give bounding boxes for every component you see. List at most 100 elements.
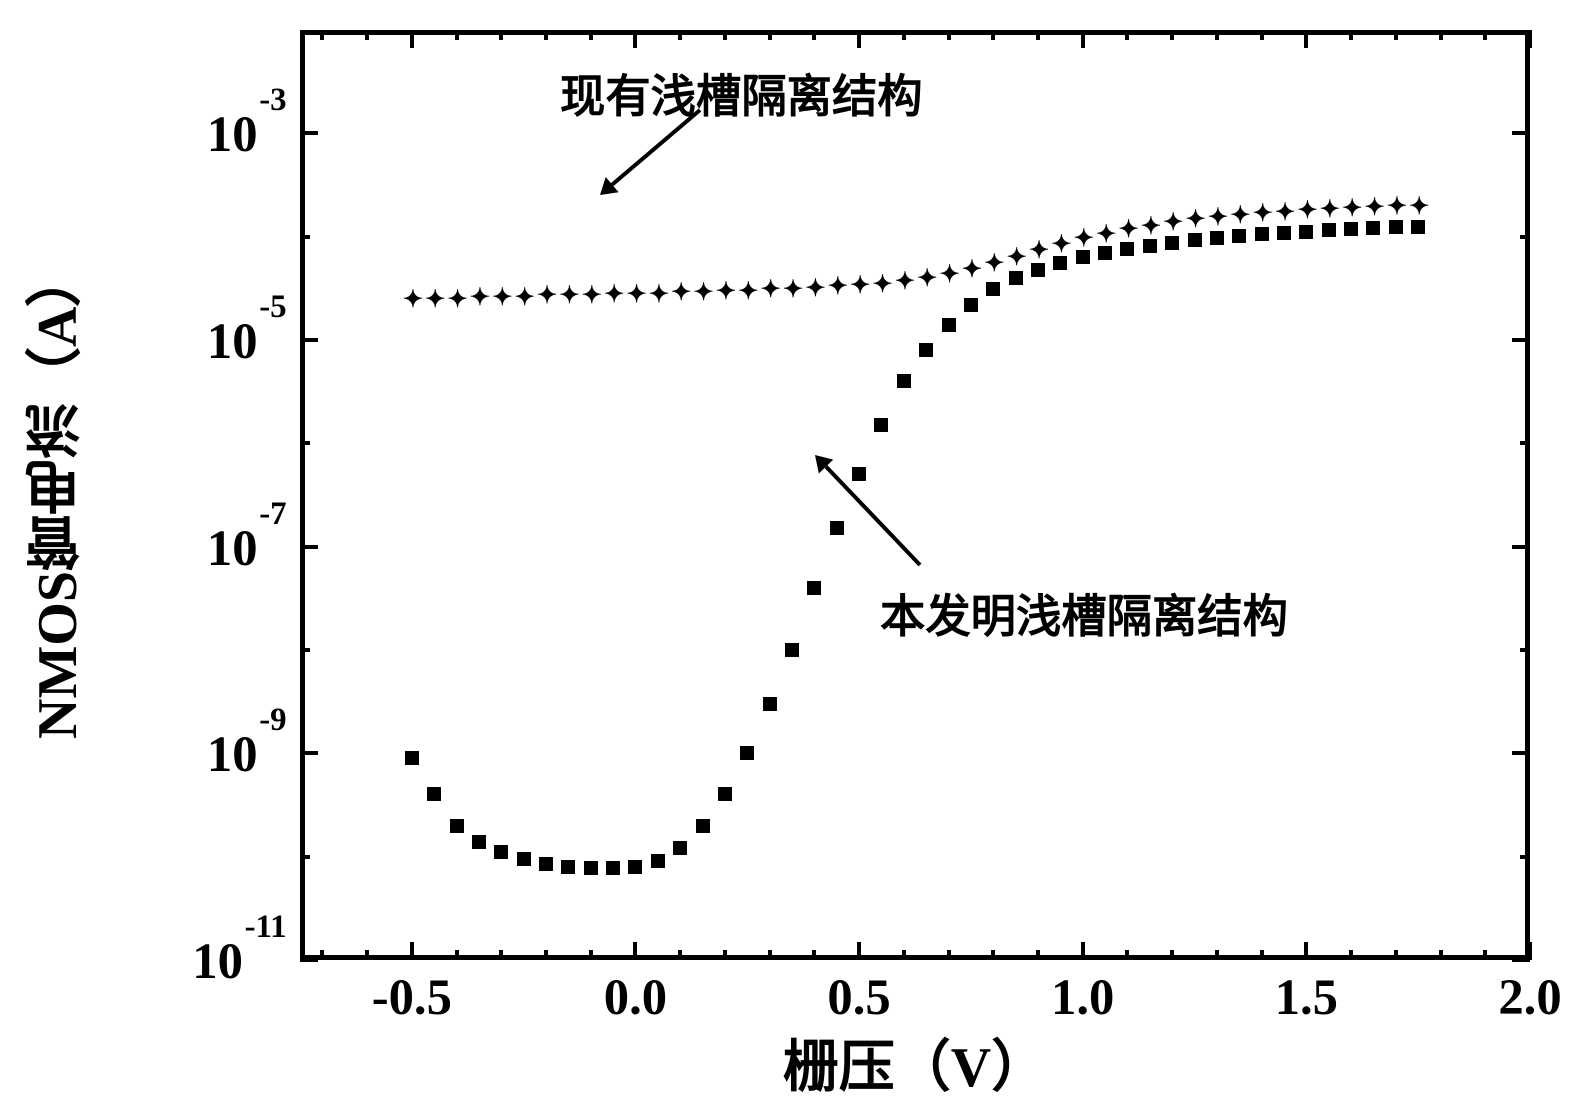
data-point-invention xyxy=(897,374,911,388)
data-point-invention xyxy=(405,751,419,765)
data-point-invention xyxy=(1411,220,1425,234)
data-point-existing: ✦ xyxy=(828,275,846,293)
y-tick-minor xyxy=(1520,648,1530,652)
data-point-invention xyxy=(1188,233,1202,247)
y-tick-minor xyxy=(300,235,310,239)
x-tick xyxy=(455,950,459,960)
data-point-invention xyxy=(450,819,464,833)
data-point-existing: ✦ xyxy=(1320,198,1338,216)
x-tick xyxy=(1081,30,1085,48)
x-tick xyxy=(320,950,324,960)
x-tick xyxy=(1215,950,1219,960)
data-point-existing: ✦ xyxy=(1074,227,1092,245)
x-tick xyxy=(499,30,503,40)
x-tick xyxy=(1170,30,1174,40)
data-point-invention xyxy=(763,697,777,711)
data-point-invention xyxy=(561,860,575,874)
y-tick xyxy=(300,131,318,135)
x-tick xyxy=(812,30,816,40)
data-point-existing: ✦ xyxy=(448,288,466,306)
y-tick-minor xyxy=(300,648,310,652)
x-tick-label: 0.5 xyxy=(799,968,919,1026)
y-tick-minor xyxy=(300,441,310,445)
data-point-invention xyxy=(427,787,441,801)
y-tick-label: 10-5 xyxy=(135,312,285,370)
x-tick xyxy=(1260,30,1264,40)
arrow-invention xyxy=(795,435,940,585)
data-point-existing: ✦ xyxy=(850,274,868,292)
x-tick xyxy=(1349,30,1353,40)
x-tick xyxy=(1125,30,1129,40)
data-point-existing: ✦ xyxy=(1230,204,1248,222)
data-point-invention xyxy=(472,835,486,849)
x-tick xyxy=(589,30,593,40)
data-point-invention xyxy=(1322,223,1336,237)
data-point-existing: ✦ xyxy=(761,278,779,296)
data-point-existing: ✦ xyxy=(716,280,734,298)
x-tick xyxy=(991,30,995,40)
x-tick xyxy=(1081,942,1085,960)
x-tick xyxy=(678,950,682,960)
data-point-invention xyxy=(740,746,754,760)
data-point-existing: ✦ xyxy=(1007,246,1025,264)
data-point-existing: ✦ xyxy=(1118,218,1136,236)
x-tick xyxy=(633,30,637,48)
y-tick xyxy=(300,338,318,342)
y-tick-label: 10-9 xyxy=(135,725,285,783)
data-point-invention xyxy=(1031,263,1045,277)
y-tick xyxy=(1512,545,1530,549)
x-tick xyxy=(1439,950,1443,960)
x-tick xyxy=(365,30,369,40)
data-point-existing: ✦ xyxy=(1364,196,1382,214)
x-tick-label: 2.0 xyxy=(1470,968,1577,1026)
data-point-existing: ✦ xyxy=(425,288,443,306)
data-point-invention xyxy=(1232,229,1246,243)
x-tick xyxy=(365,950,369,960)
data-point-invention xyxy=(1210,231,1224,245)
y-tick xyxy=(300,958,318,962)
data-point-existing: ✦ xyxy=(582,284,600,302)
data-point-invention xyxy=(584,861,598,875)
data-point-invention xyxy=(964,298,978,312)
data-point-invention xyxy=(517,852,531,866)
x-tick xyxy=(544,950,548,960)
data-point-existing: ✦ xyxy=(649,283,667,301)
data-point-invention xyxy=(1344,222,1358,236)
x-tick-label: 0.0 xyxy=(575,968,695,1026)
data-point-invention xyxy=(1120,242,1134,256)
x-tick xyxy=(902,950,906,960)
data-point-existing: ✦ xyxy=(492,286,510,304)
x-tick xyxy=(1528,30,1532,48)
x-tick-label: 1.0 xyxy=(1023,968,1143,1026)
arrow-existing xyxy=(580,90,720,215)
x-tick xyxy=(1304,942,1308,960)
data-point-invention xyxy=(1098,246,1112,260)
x-tick xyxy=(947,950,951,960)
y-tick-minor xyxy=(1520,441,1530,445)
y-tick xyxy=(1512,751,1530,755)
x-tick xyxy=(410,30,414,48)
data-point-existing: ✦ xyxy=(1342,197,1360,215)
data-point-invention xyxy=(1299,225,1313,239)
data-point-invention xyxy=(718,787,732,801)
x-tick xyxy=(857,942,861,960)
y-tick-minor xyxy=(1520,855,1530,859)
x-tick xyxy=(455,30,459,40)
x-tick xyxy=(410,942,414,960)
x-tick xyxy=(1394,950,1398,960)
x-tick xyxy=(1483,30,1487,40)
data-point-invention xyxy=(1366,221,1380,235)
y-tick-label: 10-3 xyxy=(135,105,285,163)
y-tick-minor xyxy=(1520,235,1530,239)
data-point-existing: ✦ xyxy=(1029,239,1047,257)
y-tick xyxy=(300,751,318,755)
data-point-existing: ✦ xyxy=(1208,206,1226,224)
data-point-invention xyxy=(852,467,866,481)
data-point-invention xyxy=(1053,256,1067,270)
x-tick xyxy=(1036,30,1040,40)
nmos-current-chart: NMOS管电流（A） 栅压（V） 现有浅槽隔离结构 本发明浅槽隔离结构 -0.5… xyxy=(0,0,1577,1108)
data-point-invention xyxy=(986,282,1000,296)
data-point-existing: ✦ xyxy=(1297,199,1315,217)
y-axis-label: NMOS管电流（A） xyxy=(30,30,86,960)
x-tick xyxy=(1215,30,1219,40)
